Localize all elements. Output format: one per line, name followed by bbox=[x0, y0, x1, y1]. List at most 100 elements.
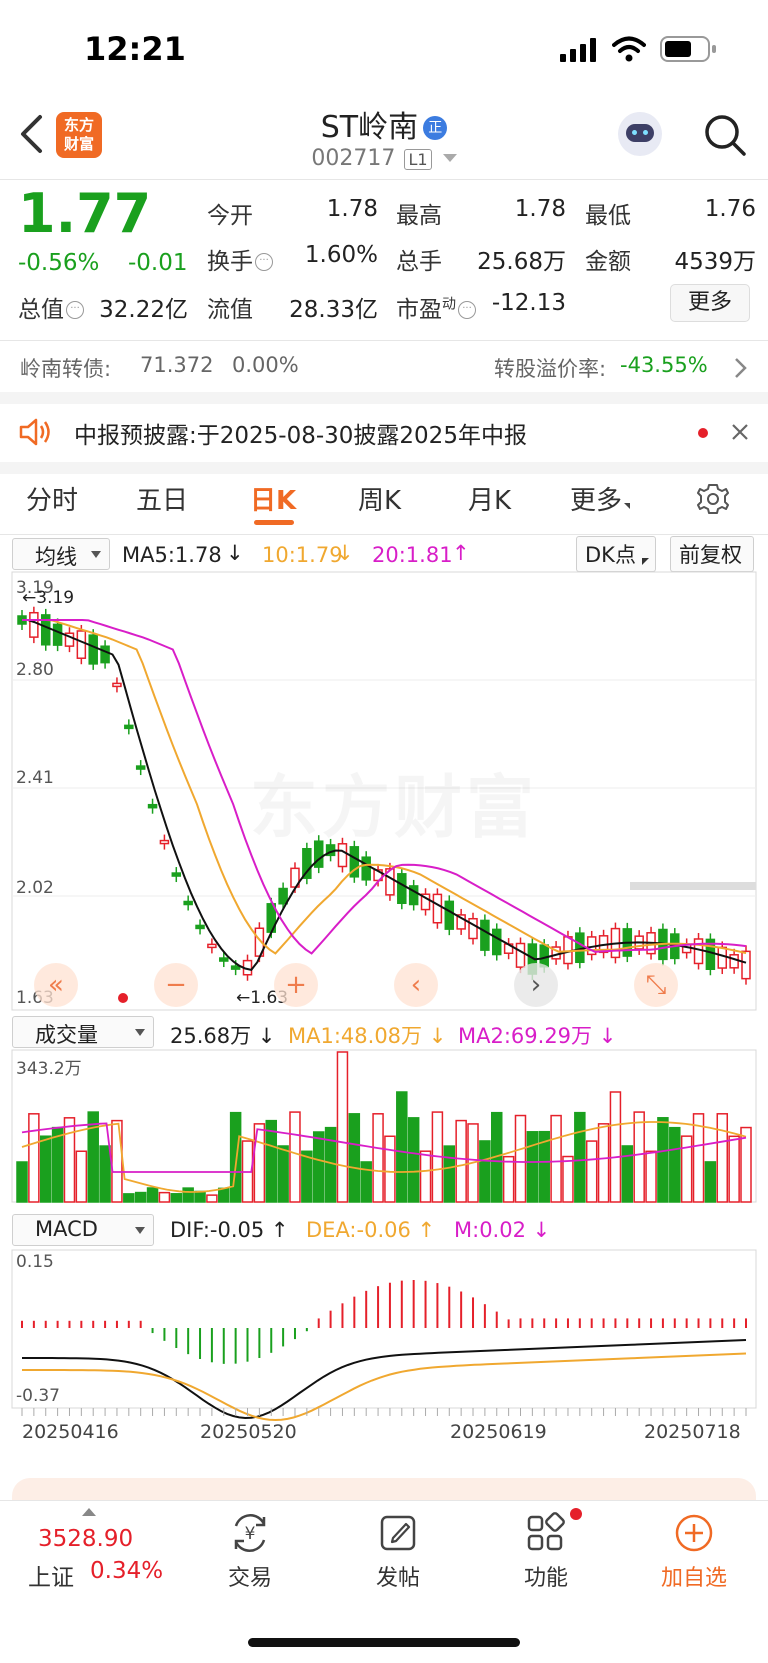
high-marker: ←3.19 bbox=[22, 588, 75, 608]
ma5-arrow: ↓ bbox=[226, 541, 244, 565]
change-percent: -0.56% bbox=[18, 250, 100, 276]
macd-indicator-select[interactable]: MACD bbox=[12, 1214, 154, 1246]
volume-current: 25.68万 ↓ bbox=[170, 1024, 276, 1048]
volume-bar bbox=[609, 1091, 622, 1203]
macd-dif: DIF:-0.05 ↑ bbox=[170, 1218, 289, 1242]
search-icon[interactable] bbox=[702, 112, 748, 158]
volume-bar bbox=[123, 1193, 135, 1203]
nav-functions[interactable]: 功能 bbox=[486, 1508, 606, 1592]
turnover-label[interactable]: 换手 ··· bbox=[207, 242, 273, 276]
ma10-line bbox=[22, 619, 747, 955]
more-button[interactable]: 更多 bbox=[670, 284, 750, 322]
kline-frame bbox=[11, 571, 757, 1011]
edit-icon bbox=[380, 1515, 416, 1551]
volume-ma2-line bbox=[21, 1122, 747, 1173]
app-logo[interactable]: 东方 财富 bbox=[56, 112, 102, 158]
float-label: 流值 bbox=[207, 297, 253, 323]
tab-more[interactable]: 更多 bbox=[570, 480, 631, 517]
tab-weekly-k[interactable]: 周K bbox=[358, 486, 402, 516]
volume-bar bbox=[158, 1191, 171, 1203]
tab-five-day[interactable]: 五日 bbox=[136, 486, 189, 516]
volume-bar bbox=[538, 1130, 550, 1203]
pe-label[interactable]: 市盈动 ··· bbox=[396, 290, 476, 324]
ma5-legend: MA5:1.78 bbox=[122, 543, 222, 567]
index-widget[interactable]: 3528.90 上证 0.34% bbox=[18, 1508, 178, 1591]
fullscreen-button[interactable]: ⤡ bbox=[634, 963, 678, 1007]
candle bbox=[183, 900, 193, 906]
premium-label: 转股溢价率: bbox=[494, 357, 607, 381]
y-label-4: 2.02 bbox=[16, 878, 54, 898]
volume-indicator-select[interactable]: 成交量 bbox=[12, 1016, 154, 1048]
price-band bbox=[630, 882, 756, 890]
add-circle-icon bbox=[675, 1514, 713, 1552]
scroll-right-button[interactable]: › bbox=[514, 963, 558, 1007]
stock-title[interactable]: ST岭南 正 bbox=[0, 102, 768, 146]
mktcap-label[interactable]: 总值 ··· bbox=[18, 290, 84, 324]
stock-code-row[interactable]: 002717 L1 bbox=[0, 146, 768, 171]
zoom-in-button[interactable]: + bbox=[274, 963, 318, 1007]
volume-bar bbox=[740, 1126, 752, 1203]
volume-max-label: 343.2万 bbox=[16, 1059, 82, 1079]
tab-daily-k[interactable]: 日K bbox=[250, 486, 297, 516]
speaker-icon bbox=[19, 418, 50, 446]
volume-bar bbox=[669, 1126, 681, 1203]
candle bbox=[112, 682, 122, 688]
volume-ma2: MA2:69.29万 ↓ bbox=[458, 1024, 617, 1048]
volume-bar bbox=[479, 1140, 491, 1203]
dk-point-button[interactable]: DK点 bbox=[576, 536, 656, 572]
volume-bar bbox=[206, 1194, 218, 1203]
close-icon[interactable] bbox=[730, 422, 750, 442]
volume-bar bbox=[51, 1126, 64, 1203]
index-value: 3528.90 bbox=[38, 1526, 134, 1552]
indicator-select[interactable]: 均线 bbox=[12, 538, 110, 570]
candle bbox=[195, 924, 205, 930]
mktcap-value: 32.22亿 bbox=[99, 297, 188, 323]
nav-trade[interactable]: ¥ 交易 bbox=[190, 1512, 310, 1592]
volume-bar bbox=[455, 1119, 467, 1203]
triangle-icon bbox=[624, 503, 631, 509]
volume-bar bbox=[134, 1191, 147, 1203]
tab-monthly-k[interactable]: 月K bbox=[468, 486, 512, 516]
ma10-legend: 10:1.79 bbox=[262, 543, 343, 567]
volume-bar bbox=[87, 1111, 99, 1203]
nav-post[interactable]: 发帖 bbox=[338, 1512, 458, 1592]
tab-intraday[interactable]: 分时 bbox=[26, 486, 79, 516]
nav-add-watchlist[interactable]: 加自选 bbox=[634, 1512, 754, 1592]
scroll-left-button[interactable]: ‹ bbox=[394, 963, 438, 1007]
zoom-out-button[interactable]: − bbox=[154, 963, 198, 1007]
bond-price: 71.372 bbox=[140, 353, 214, 377]
volume-bar bbox=[396, 1091, 408, 1203]
macd-dea: DEA:-0.06 ↑ bbox=[306, 1218, 436, 1242]
index-pct: 0.34% bbox=[90, 1558, 164, 1584]
candle bbox=[147, 803, 158, 809]
tab-active-indicator bbox=[254, 520, 294, 525]
adjust-button[interactable]: 前复权 bbox=[670, 536, 754, 572]
settings-gear-icon[interactable] bbox=[696, 482, 730, 516]
stock-charts[interactable] bbox=[0, 570, 768, 1450]
candle bbox=[100, 645, 110, 664]
candle bbox=[492, 928, 502, 956]
home-indicator bbox=[248, 1638, 520, 1647]
scroll-fast-left-button[interactable]: « bbox=[34, 963, 78, 1007]
notice-text: 中报预披露:于2025-08-30披露2025年中报 bbox=[74, 423, 527, 449]
macd-frame bbox=[11, 1249, 757, 1409]
candle bbox=[88, 634, 98, 665]
current-price: 1.77 bbox=[18, 182, 152, 245]
volume-bar bbox=[39, 1135, 52, 1203]
volume-bar bbox=[597, 1123, 610, 1203]
back-icon[interactable] bbox=[18, 114, 44, 154]
volume-bar bbox=[324, 1126, 337, 1203]
robot-avatar-icon[interactable] bbox=[618, 112, 662, 156]
chevron-right-icon bbox=[735, 358, 747, 378]
amount-label: 金额 bbox=[585, 249, 631, 275]
volume-bar bbox=[289, 1111, 301, 1203]
nav-trade-label: 交易 bbox=[227, 1566, 272, 1591]
notice-bar[interactable]: 中报预披露:于2025-08-30披露2025年中报 bbox=[0, 404, 768, 462]
convertible-bond-row[interactable]: 岭南转债: 71.372 0.00% 转股溢价率: -43.55% bbox=[0, 341, 768, 393]
grid-icon bbox=[527, 1512, 565, 1551]
candle bbox=[219, 957, 229, 962]
candle bbox=[159, 839, 170, 845]
candle bbox=[124, 724, 134, 730]
unread-dot bbox=[698, 428, 708, 438]
svg-text:¥: ¥ bbox=[245, 1524, 256, 1544]
